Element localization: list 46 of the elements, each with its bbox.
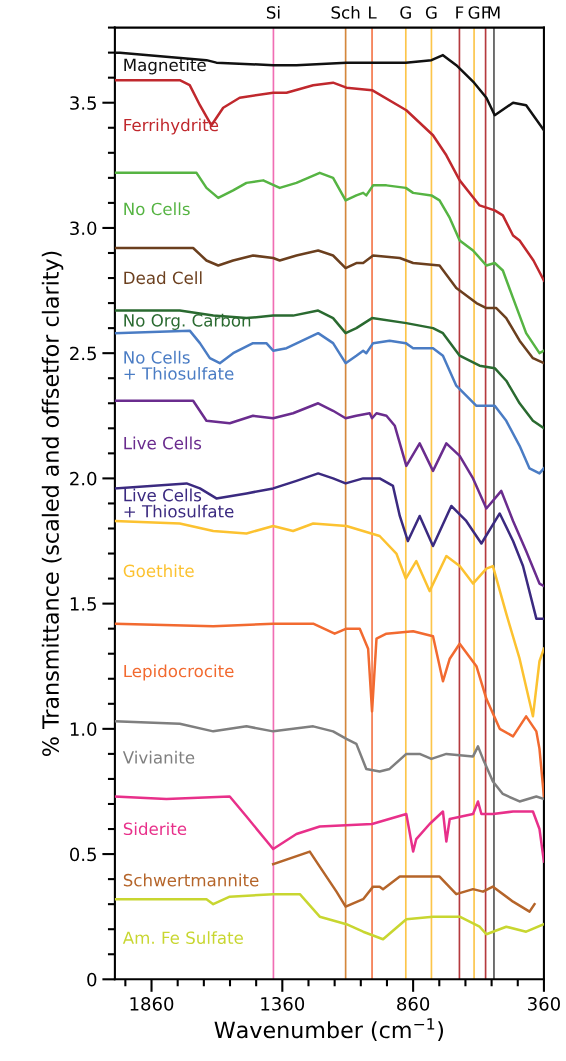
series-label: Ferrihydrite [124, 118, 219, 135]
line-series [114, 399, 544, 588]
x-tick-label: 360 [528, 996, 560, 1011]
ref-line-label: G [400, 6, 411, 19]
line-series [114, 622, 544, 798]
line-series [114, 246, 544, 365]
series-label: Siderite [123, 822, 187, 836]
ref-line-label: Sch [331, 5, 360, 19]
line-series [114, 472, 544, 620]
ref-line-label: G [468, 6, 480, 19]
y-tick-label: 0.5 [70, 847, 96, 862]
text: Goethite [123, 564, 194, 578]
series-label: Am. Fe Sulfate [122, 931, 243, 945]
y-tick-label: 0 [87, 972, 97, 987]
x-tick-label: 1360 [261, 996, 305, 1011]
series-label: No Cells + Thiosulfate [124, 350, 234, 380]
ref-line-label: F [456, 6, 464, 19]
line-series [114, 329, 544, 475]
y-tick-label: 2.5 [70, 346, 96, 361]
y-tick-label: 3.0 [70, 221, 97, 236]
ref-line-label: M [488, 6, 500, 19]
x-axis-title: Wavenumber (cm$^{−1}$) [214, 1018, 443, 1041]
ref-line-label: L [369, 6, 377, 19]
y-axis-title: % Transmittance (scaled and offsetfor clarity) [41, 251, 64, 756]
x-tick-label: 860 [397, 996, 430, 1011]
y-tick-label: 3.5 [70, 96, 96, 110]
series-label: Magnetite [124, 58, 206, 75]
y-tick-label: 2.0 [70, 471, 97, 486]
ref-line-label: G [425, 6, 437, 19]
text: Lepidocrocite [124, 664, 234, 681]
series-label: Schwertmannite [123, 873, 259, 887]
line-series [114, 309, 544, 430]
line-series [114, 795, 544, 863]
y-tick-label: 1.0 [70, 722, 97, 736]
series-label: Live Cells [124, 436, 202, 450]
series-label: Vivianite [122, 750, 195, 764]
series-label: Dead Cell [124, 271, 202, 285]
ref-line-label: F [482, 6, 490, 19]
y-tick-label: 1.5 [70, 597, 96, 611]
line-series [114, 720, 544, 803]
line-series [114, 519, 544, 718]
ref-line-label: Si [266, 5, 280, 19]
x-tick-label: 1860 [130, 996, 174, 1011]
line-series [271, 850, 536, 913]
series-label: No Cells [124, 202, 190, 216]
series-label: Live Cells + Thiosulfate [124, 488, 234, 518]
